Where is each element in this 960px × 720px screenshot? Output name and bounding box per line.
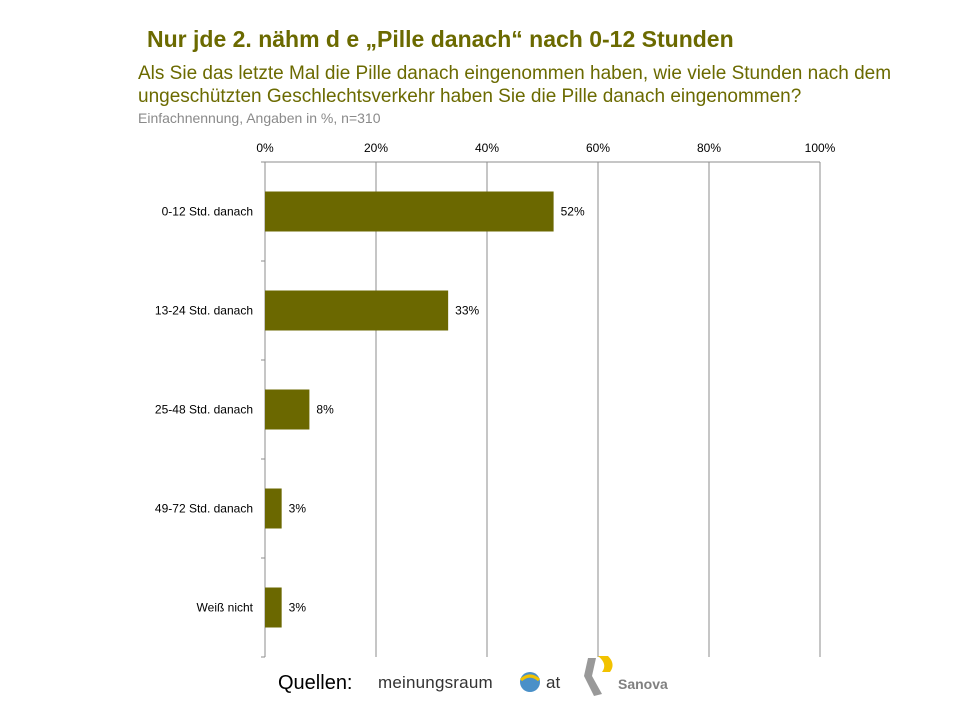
x-tick-label: 60% xyxy=(586,141,610,155)
chart-subtitle: Einfachnennung, Angaben in %, n=310 xyxy=(138,110,381,126)
data-label: 33% xyxy=(455,304,479,318)
y-tick-label: 0-12 Std. danach xyxy=(162,205,253,219)
y-tick-label: 25-48 Std. danach xyxy=(155,403,253,417)
x-tick-label: 0% xyxy=(256,141,274,155)
question-line-2: ungeschützten Geschlechtsverkehr haben S… xyxy=(138,86,802,107)
x-tick-label: 80% xyxy=(697,141,721,155)
sanova-logo xyxy=(584,656,613,696)
x-tick-label: 40% xyxy=(475,141,499,155)
y-tick-label: 13-24 Std. danach xyxy=(155,304,253,318)
x-tick-label: 100% xyxy=(805,141,836,155)
x-tick-label: 20% xyxy=(364,141,388,155)
data-label: 3% xyxy=(289,502,307,516)
data-label: 52% xyxy=(561,205,585,219)
sanova-logo-text: Sanova xyxy=(618,676,668,692)
bar xyxy=(265,191,554,232)
y-tick-label: 49-72 Std. danach xyxy=(155,502,253,516)
page-title: Nur jde 2. nähm d e „Pille danach“ nach … xyxy=(147,26,734,52)
bar xyxy=(265,290,449,331)
data-label: 3% xyxy=(289,601,307,615)
bar xyxy=(265,389,310,430)
question-text: Als Sie das letzte Mal die Pille danach … xyxy=(138,62,928,108)
meinungsraum-logo-text: meinungsraum xyxy=(378,673,493,692)
bar xyxy=(265,587,282,628)
meinungsraum-logo-suffix: at xyxy=(546,673,561,692)
meinungsraum-logo xyxy=(520,672,540,692)
sources-label: Quellen: xyxy=(278,672,353,694)
data-label: 8% xyxy=(316,403,334,417)
y-tick-label: Weiß nicht xyxy=(197,601,254,615)
bar xyxy=(265,488,282,529)
question-line-1: Als Sie das letzte Mal die Pille danach … xyxy=(138,63,892,84)
